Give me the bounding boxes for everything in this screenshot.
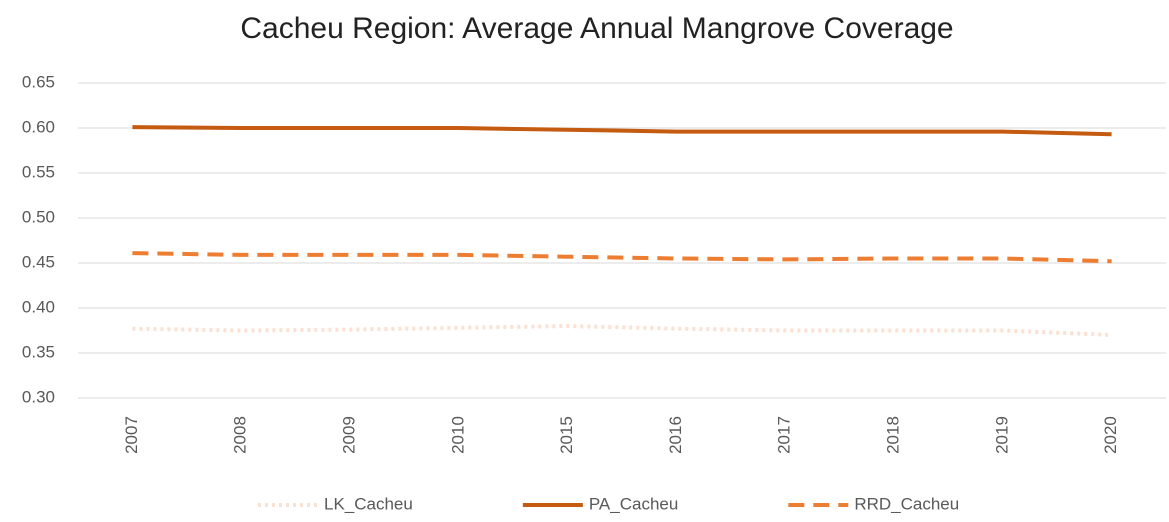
y-tick-label: 0.50 [22, 207, 55, 226]
line-series [132, 125, 1112, 137]
legend-label: RRD_Cacheu [854, 494, 959, 513]
y-tick-label: 0.60 [22, 117, 55, 136]
x-tick-label: 2007 [122, 416, 141, 454]
x-tick-label: 2018 [883, 416, 902, 454]
x-tick-label: 2015 [557, 416, 576, 454]
legend-label: LK_Cacheu [324, 494, 413, 513]
y-tick-label: 0.35 [22, 342, 55, 361]
x-tick-label: 2016 [666, 416, 685, 454]
line-series [132, 323, 1112, 337]
x-tick-label: 2020 [1101, 416, 1120, 454]
x-tick-label: 2008 [231, 416, 250, 454]
y-tick-label: 0.40 [22, 297, 55, 316]
x-tick-label: 2010 [448, 416, 467, 454]
y-tick-label: 0.30 [22, 387, 55, 406]
y-tick-label: 0.55 [22, 162, 55, 181]
y-tick-label: 0.65 [22, 72, 55, 91]
x-tick-label: 2019 [992, 416, 1011, 454]
y-tick-label: 0.45 [22, 252, 55, 271]
chart-title: Cacheu Region: Average Annual Mangrove C… [240, 12, 953, 45]
legend-label: PA_Cacheu [589, 494, 678, 513]
x-tick-label: 2009 [339, 416, 358, 454]
x-tick-label: 2017 [775, 416, 794, 454]
line-series [132, 251, 1112, 264]
